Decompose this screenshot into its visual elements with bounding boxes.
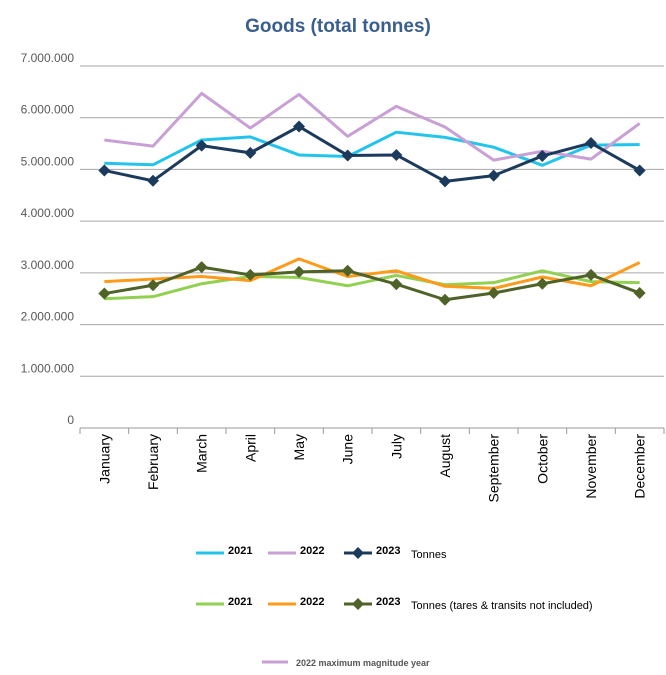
data-point (633, 164, 646, 177)
y-tick-label: 2.000.000 (21, 310, 75, 324)
x-tick-label: July (388, 434, 404, 459)
y-axis: 0 1.000.000 2.000.000 3.000.000 4.000.000 5.0… (21, 51, 75, 427)
data-point (487, 169, 500, 182)
x-tick-label: November (583, 434, 599, 499)
x-tick-label: June (340, 434, 356, 465)
legend-note: 2022 maximum magnitude year (262, 658, 430, 668)
legend-item-label: 2023 (376, 545, 400, 557)
data-point (585, 137, 597, 150)
legend-note-label: 2022 maximum magnitude year (296, 658, 430, 668)
data-point (244, 146, 257, 159)
series-line (104, 269, 640, 301)
data-point (439, 175, 451, 188)
data-point (390, 148, 403, 161)
y-tick-label: 1.000.000 (21, 361, 75, 375)
y-tick-label: 0 (67, 413, 74, 427)
legend-item-label: 2023 (376, 596, 400, 608)
data-point (147, 174, 159, 187)
legend-item-label: 2022 (300, 545, 324, 557)
x-tick-label: January (96, 434, 112, 484)
x-tick-label: December (632, 434, 648, 499)
x-tick-label: February (145, 434, 161, 490)
chart-title: Goods (total tonnes) (245, 16, 431, 37)
legend-group-label: Tonnes (411, 549, 447, 561)
series-2021-tonnes-excl (104, 269, 640, 301)
data-point (195, 139, 208, 152)
data-point (244, 268, 257, 281)
series-layer (98, 91, 646, 306)
data-point (195, 261, 208, 274)
legend-marker (352, 547, 364, 559)
series-line (104, 125, 641, 183)
y-tick-label: 3.000.000 (21, 258, 75, 272)
data-point (487, 287, 500, 300)
legend-item-label: 2021 (228, 596, 252, 608)
data-point (585, 268, 597, 281)
data-point (390, 278, 403, 291)
x-tick-label: September (486, 434, 502, 503)
series-2023-tonnes (98, 120, 646, 188)
data-point (341, 149, 354, 162)
x-tick-label: August (437, 434, 453, 478)
data-point (633, 287, 646, 300)
legend-row-tonnes: 2021 2022 2023 Tonnes (196, 545, 447, 561)
y-tick-label: 6.000.000 (21, 103, 75, 117)
data-point (536, 277, 549, 290)
x-tick-label: May (291, 434, 307, 460)
x-tick-label: October (534, 434, 550, 484)
y-tick-label: 5.000.000 (21, 154, 75, 168)
data-point (98, 287, 111, 300)
y-tick-label: 4.000.000 (21, 206, 75, 220)
legend: 2021 2022 2023 Tonnes 2021 2022 2023 Tonnes (ta… (196, 545, 593, 668)
data-point (293, 120, 305, 133)
series-2023-tonnes-excl (98, 261, 646, 306)
data-point (341, 264, 354, 277)
legend-row-tonnes-excl: 2021 2022 2023 Tonnes (tares & transits not… (196, 596, 593, 612)
legend-group-label: Tonnes (tares & transits not included) (411, 600, 593, 612)
data-point (536, 149, 549, 162)
legend-marker (352, 598, 364, 610)
x-axis: January February March April May June July Augu… (79, 428, 665, 503)
legend-item-label: 2021 (228, 545, 252, 557)
legend-item-label: 2022 (300, 596, 324, 608)
data-point (439, 293, 451, 306)
series-2021-tonnes (104, 130, 640, 167)
data-point (98, 164, 111, 177)
series-2022-tonnes-excl (104, 257, 641, 290)
data-point (147, 279, 159, 292)
series-line (104, 130, 640, 167)
data-point (293, 265, 305, 278)
series-line (104, 257, 641, 290)
y-tick-label: 7.000.000 (21, 51, 75, 65)
x-tick-label: March (194, 434, 210, 473)
x-tick-label: April (242, 434, 258, 462)
series-line (104, 265, 641, 302)
